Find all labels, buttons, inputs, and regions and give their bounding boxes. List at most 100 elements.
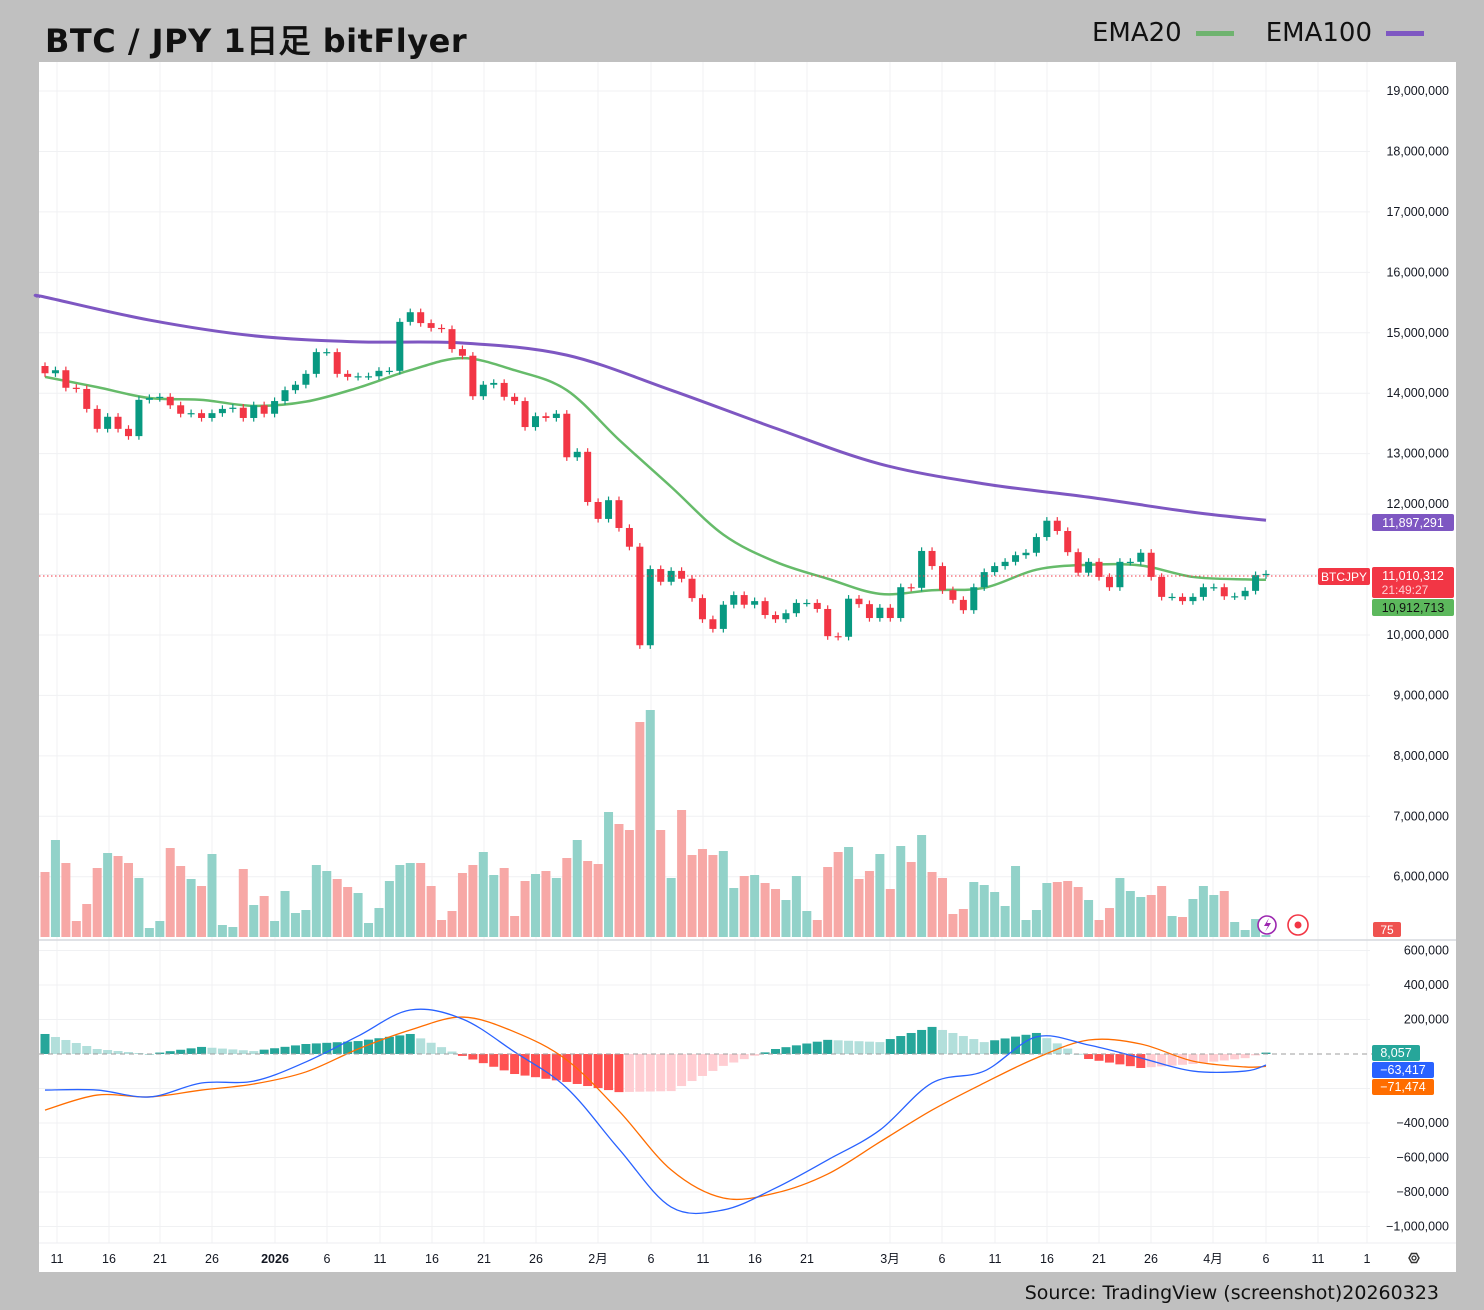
volume-bar [718, 851, 728, 937]
volume-bar [906, 862, 916, 937]
macd-axis-label: −1,000,000 [1386, 1220, 1449, 1234]
volume-bar [1261, 935, 1271, 937]
time-axis-label: 6 [939, 1252, 946, 1266]
macd-histogram-bar [103, 1049, 113, 1054]
volume-bar [134, 878, 144, 937]
volume-bar [322, 871, 332, 937]
gear-icon[interactable] [1408, 1252, 1420, 1264]
volume-bar [1042, 883, 1052, 937]
candle-body [1220, 587, 1228, 597]
macd-histogram-bar [489, 1054, 499, 1067]
macd-histogram-bar [499, 1054, 509, 1071]
time-axis-label: 11 [51, 1252, 64, 1266]
macd-histogram-bar [71, 1042, 81, 1054]
macd-histogram-bar [1157, 1054, 1167, 1067]
macd-histogram-bar [927, 1026, 937, 1054]
last-price: 11,010,312 [1382, 569, 1444, 583]
candle-body [344, 373, 352, 377]
volume-bar [697, 849, 707, 937]
macd-histogram-bar [1115, 1054, 1125, 1065]
volume-bar [457, 873, 467, 937]
macd-histogram-bar [969, 1039, 979, 1054]
legend-ema20-swatch [1195, 30, 1234, 36]
price-axis-label: 15,000,000 [1386, 326, 1449, 340]
volume-bar [71, 921, 81, 937]
macd-histogram-bar [1011, 1036, 1021, 1054]
ema100-line [33, 293, 1267, 522]
time-axis-label: 11 [697, 1252, 710, 1266]
volume-bar [395, 865, 405, 937]
macd-histogram-bar [604, 1054, 614, 1091]
candle-body [479, 384, 487, 397]
candle-body [124, 428, 132, 437]
volume-bar [656, 830, 666, 937]
ema100-badge: 11,897,291 [1372, 514, 1454, 531]
macd-histogram-bar [155, 1052, 165, 1054]
candle-body [354, 376, 362, 378]
time-axis-label: 26 [205, 1252, 219, 1266]
time-axis-label: 21 [1092, 1252, 1106, 1266]
lightning-icon[interactable] [1257, 915, 1277, 935]
macd-histogram-bar [854, 1041, 864, 1054]
candle-body [615, 500, 623, 528]
macd-histogram-bar [395, 1035, 405, 1054]
volume-bar [875, 854, 885, 937]
candle-body [156, 396, 164, 399]
candle-body [250, 405, 258, 418]
time-axis-label: 16 [102, 1252, 116, 1266]
volume-bar [1021, 920, 1031, 937]
candles [41, 308, 1270, 649]
macd-histogram-bar [374, 1038, 384, 1054]
candle-body [845, 598, 853, 637]
candle-body [698, 598, 706, 620]
volume-bar [384, 881, 394, 937]
candle-body [552, 413, 560, 418]
record-icon[interactable] [1287, 914, 1309, 936]
candle-body [772, 615, 780, 620]
time-axis-label: 11 [989, 1252, 1002, 1266]
macd-histogram-bar [739, 1054, 749, 1060]
volume-bar [1178, 917, 1188, 937]
volume-bar [750, 875, 760, 937]
candle-body [469, 355, 477, 397]
macd-histogram-bar [520, 1054, 530, 1076]
candle-body [1147, 552, 1155, 577]
macd-histogram-bar [812, 1041, 822, 1054]
candle-body [1012, 555, 1020, 562]
volume-bar [1052, 882, 1062, 937]
candle-body [396, 321, 404, 371]
price-axis-label: 7,000,000 [1393, 809, 1449, 823]
candle-body [584, 451, 592, 502]
macd-histogram-bar [113, 1050, 123, 1054]
macd-histogram-bar [343, 1041, 353, 1054]
candle-body [521, 401, 529, 428]
volume-bar [687, 855, 697, 937]
macd-value: −63,417 [1380, 1063, 1426, 1077]
candle-body [1074, 552, 1082, 573]
candle-body [51, 370, 59, 374]
time-axis-label: 3月 [880, 1252, 899, 1266]
macd-histogram-bar [990, 1040, 1000, 1054]
volume-bar [729, 888, 739, 937]
macd-histogram-bar [301, 1043, 311, 1054]
candle-body [740, 595, 748, 605]
candle-body [751, 601, 759, 605]
volume-bar [781, 900, 791, 937]
legend-ema100-swatch [1386, 30, 1424, 36]
candle-body [83, 388, 91, 409]
candle-body [1262, 573, 1270, 576]
candle-body [1116, 561, 1124, 588]
candle-body [938, 566, 946, 591]
volume-bar [290, 913, 300, 937]
volume-bar [1136, 897, 1146, 937]
macd-pane [40, 1008, 1271, 1215]
volume-bar [812, 920, 822, 937]
volume-bar [958, 909, 968, 937]
macd-histogram-bar [1188, 1054, 1198, 1065]
volume-bar [40, 872, 50, 937]
macd-histogram-bar [322, 1042, 332, 1054]
candle-body [1043, 520, 1051, 538]
macd-histogram-bar [92, 1048, 102, 1054]
macd-histogram-bar [311, 1043, 321, 1054]
